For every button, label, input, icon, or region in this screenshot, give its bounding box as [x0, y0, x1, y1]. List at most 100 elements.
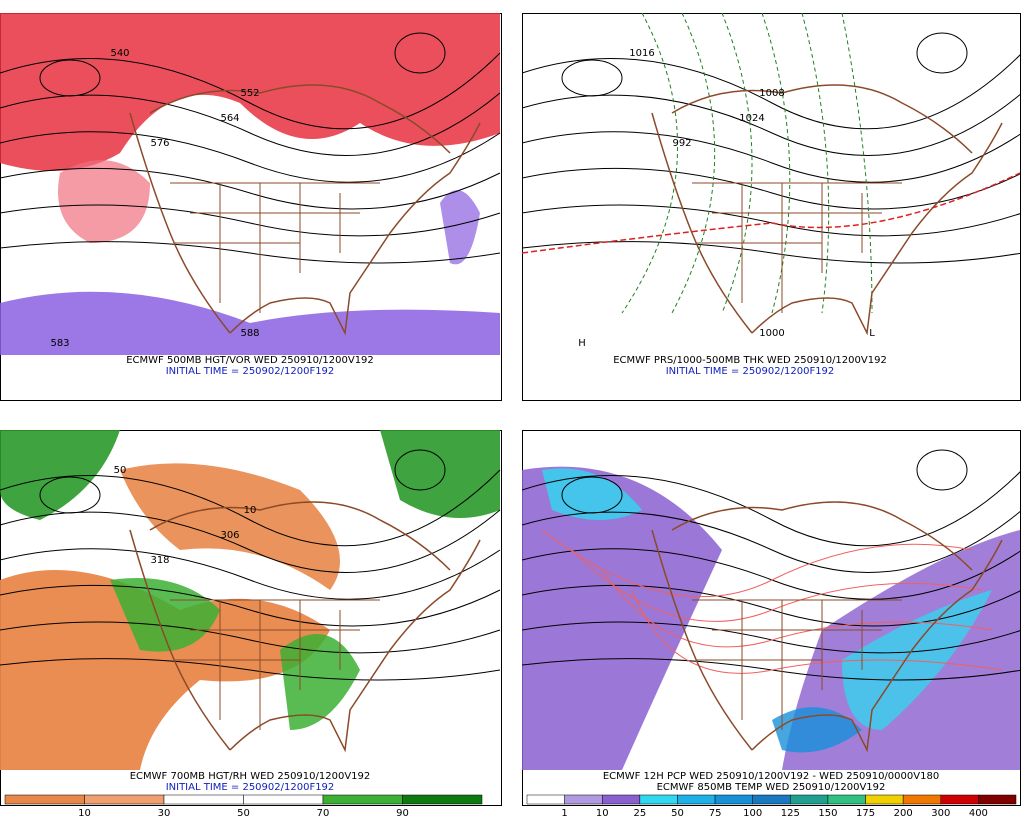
contour-label: 1000	[759, 328, 784, 339]
thickness-line	[522, 172, 1020, 254]
shaded-field	[0, 430, 120, 520]
colorbar-segment	[902, 794, 942, 805]
border	[170, 599, 380, 730]
contour	[0, 621, 501, 654]
border	[170, 182, 380, 313]
temp-line	[571, 549, 983, 622]
colorbar-label: 150	[818, 808, 837, 819]
colorbar-label: 10	[596, 808, 609, 819]
colorbar-label: 100	[743, 808, 762, 819]
colorbar-label: 10	[78, 808, 91, 819]
map-layer: 50 10 306 318	[0, 430, 501, 770]
contour-label: 552	[240, 88, 259, 99]
initial-time: INITIAL TIME = 250902/1200F192	[666, 366, 835, 377]
contour	[0, 584, 501, 627]
border	[692, 182, 902, 313]
colorbar-label: 90	[396, 808, 409, 819]
shaded-field	[542, 468, 642, 520]
colorbar-segment	[322, 794, 403, 805]
contour	[561, 476, 623, 514]
colorbar-label: 125	[781, 808, 800, 819]
contour	[916, 449, 968, 491]
caption: ECMWF PRS/1000-500MB THK WED 250910/1200…	[613, 355, 887, 366]
map-layer: 540 552 564 576 588 583	[0, 13, 501, 355]
contour	[522, 167, 1020, 210]
shaded-field	[120, 463, 340, 590]
colorbar-segment	[940, 794, 979, 805]
map: 50 10 306 318	[0, 430, 501, 770]
contour	[561, 59, 623, 97]
contour	[39, 476, 101, 514]
contour-label: 576	[150, 138, 169, 149]
contour	[39, 59, 101, 97]
shaded-field	[440, 190, 480, 265]
panel-frame	[522, 13, 1021, 401]
colorbar-label: 70	[317, 808, 330, 819]
coastline	[129, 84, 481, 336]
contour-label: 10	[244, 505, 257, 516]
contour-label: 583	[50, 338, 69, 349]
contour	[916, 32, 968, 74]
contour	[0, 131, 501, 183]
contour-label: 1024	[739, 113, 764, 124]
contour	[0, 241, 501, 264]
contour-label: L	[869, 328, 875, 339]
colorbar-segment	[752, 794, 791, 805]
contour-label: 540	[110, 48, 129, 59]
shaded-field	[58, 160, 150, 243]
thickness-line	[621, 13, 678, 314]
temp-line	[541, 529, 973, 598]
colorbar-segment	[243, 794, 324, 805]
temp-line	[631, 589, 1003, 674]
colorbar-segment	[639, 794, 678, 805]
colorbar-label: 50	[237, 808, 250, 819]
temp-line	[601, 569, 993, 648]
contour-label: 1008	[759, 88, 784, 99]
contour	[394, 449, 446, 491]
colorbar-label: 1	[561, 808, 567, 819]
colorbar-segment	[564, 794, 603, 805]
colorbar-segment	[790, 794, 829, 805]
contour	[522, 471, 1020, 547]
thickness-line	[671, 13, 716, 314]
contour	[0, 548, 501, 600]
initial-time: INITIAL TIME = 250902/1200F192	[166, 366, 335, 377]
caption: ECMWF 12H PCP WED 250910/1200V192 - WED …	[603, 771, 939, 782]
contour-label: 564	[220, 113, 239, 124]
shaded-field	[772, 707, 862, 753]
contour-label: 50	[114, 465, 127, 476]
colorbar-label: 30	[158, 808, 171, 819]
contour	[0, 469, 501, 547]
contour-label: 588	[240, 328, 259, 339]
coastline	[651, 501, 1003, 753]
contour	[522, 54, 1020, 130]
shaded-field	[0, 570, 330, 770]
colorbar-segment	[714, 794, 753, 805]
colorbar-segment	[978, 794, 1017, 805]
colorbar-segment	[163, 794, 244, 805]
shaded-field	[0, 291, 500, 355]
coastline	[129, 501, 481, 753]
contour-label: 992	[672, 138, 691, 149]
map-layer	[522, 449, 1020, 770]
colorbar-segment	[402, 794, 483, 805]
map-layer: 1016 1008 1024 992 1000 H L	[522, 13, 1020, 349]
contour	[522, 131, 1020, 183]
colorbar-label: 200	[894, 808, 913, 819]
contour	[0, 204, 501, 237]
contour	[0, 167, 501, 210]
map: 1016 1008 1024 992 1000 H L	[522, 13, 1020, 349]
contour	[394, 32, 446, 74]
contour	[522, 241, 1020, 264]
initial-time: INITIAL TIME = 250902/1200F192	[166, 782, 335, 793]
caption: ECMWF 850MB TEMP WED 250910/1200V192	[657, 782, 886, 793]
contour	[522, 204, 1020, 237]
colorbar-label: 75	[709, 808, 722, 819]
colorbar-segment	[865, 794, 904, 805]
colorbar-label: 25	[633, 808, 646, 819]
colorbar-segment	[601, 794, 641, 805]
border	[692, 599, 902, 730]
colorbar-segment	[4, 794, 85, 805]
